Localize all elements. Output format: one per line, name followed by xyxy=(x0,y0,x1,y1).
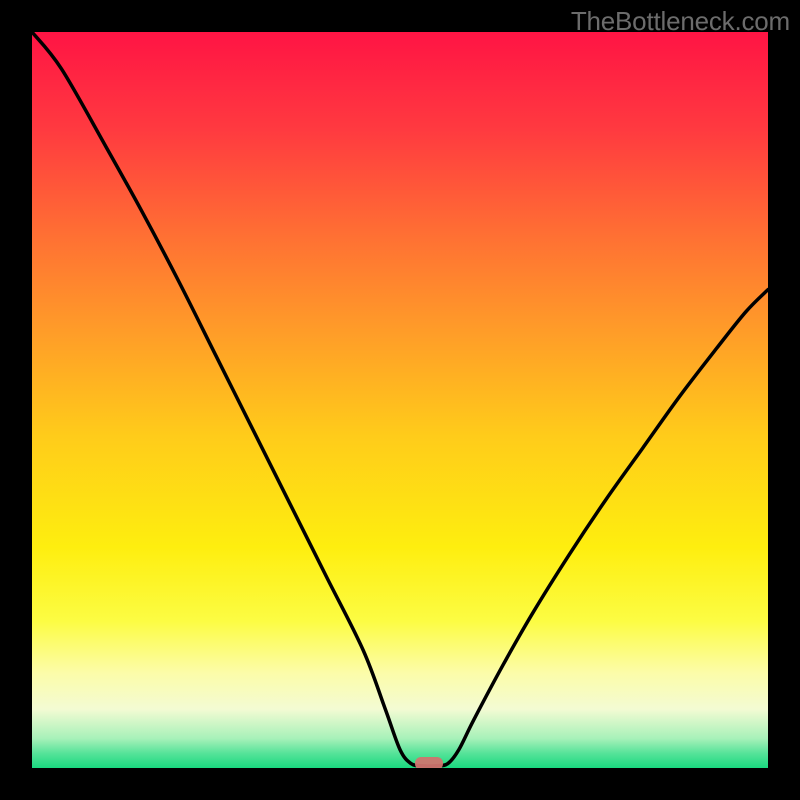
curve-path xyxy=(32,32,768,766)
chart-root: { "watermark": { "text": "TheBottleneck.… xyxy=(0,0,800,800)
bottleneck-curve xyxy=(32,32,768,768)
optimal-marker xyxy=(415,757,443,768)
watermark-text: TheBottleneck.com xyxy=(571,6,790,37)
plot-area xyxy=(32,32,768,768)
